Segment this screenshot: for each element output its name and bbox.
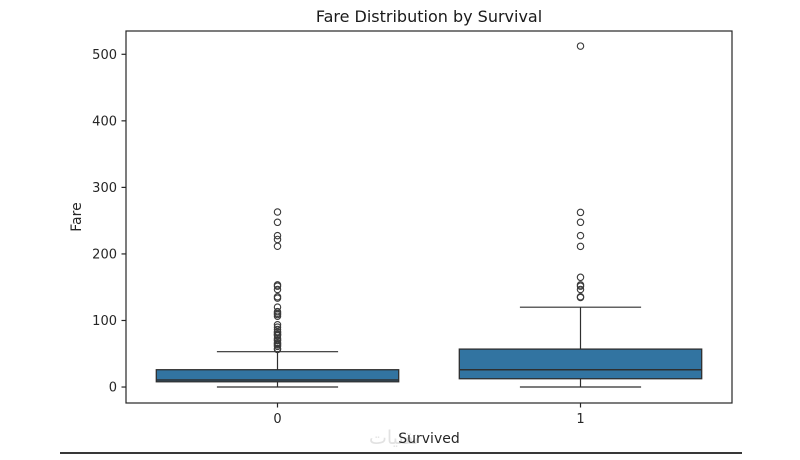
bottom-divider — [60, 452, 742, 454]
outlier-point — [576, 218, 585, 227]
outlier-point — [273, 285, 282, 294]
outlier-point — [273, 218, 282, 227]
outlier-point — [273, 330, 282, 339]
watermark-text: تقنيات — [368, 427, 420, 449]
outlier-point — [273, 307, 282, 316]
y-tick-label: 300 — [92, 181, 117, 196]
outlier-point — [273, 303, 282, 311]
axes-frame — [125, 30, 733, 404]
box-group-1 — [458, 42, 703, 388]
outlier-point — [576, 208, 585, 217]
outlier-point — [273, 321, 282, 329]
chart-title: Fare Distribution by Survival — [315, 7, 543, 26]
y-tick-label: 0 — [109, 381, 117, 396]
outlier-point — [576, 242, 585, 251]
outlier-point — [576, 42, 585, 50]
y-axis-label: Fare — [69, 202, 85, 232]
outlier-point — [576, 281, 585, 289]
y-tick-label: 500 — [92, 48, 117, 63]
y-tick-label: 200 — [92, 247, 117, 262]
iqr-box — [458, 348, 703, 380]
outlier-point — [273, 208, 282, 216]
outlier-point — [273, 235, 282, 244]
outlier-point — [576, 231, 585, 240]
x-axis-label: Survived — [398, 431, 460, 447]
outlier-point — [273, 323, 282, 331]
outlier-point — [273, 293, 282, 301]
box-group-0 — [155, 208, 400, 388]
outlier-point — [576, 293, 585, 301]
y-tick-label: 400 — [92, 114, 117, 129]
outlier-point — [273, 281, 282, 289]
x-tick-label: 1 — [576, 412, 584, 427]
outlier-point — [576, 285, 585, 294]
y-tick-label: 100 — [92, 314, 117, 329]
outlier-point — [273, 231, 282, 240]
outlier-point — [576, 273, 585, 282]
outlier-point — [273, 242, 282, 251]
outlier-point — [273, 338, 282, 347]
x-tick-label: 0 — [273, 412, 281, 427]
outlier-point — [273, 325, 282, 334]
iqr-box — [155, 369, 400, 383]
